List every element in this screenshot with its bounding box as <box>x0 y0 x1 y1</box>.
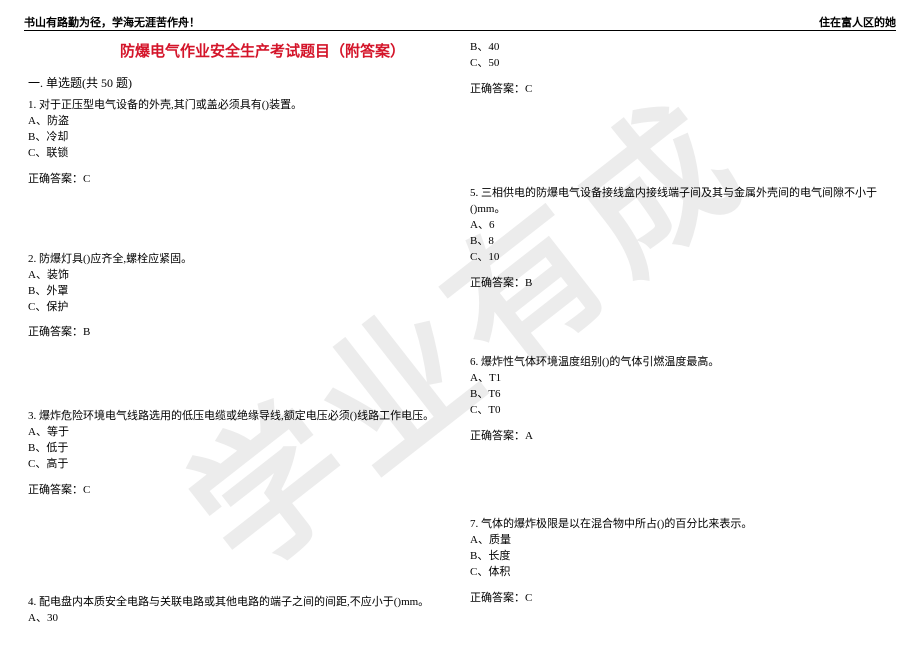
q2-opt-a: A、装饰 <box>28 268 458 284</box>
q7-stem: 7. 气体的爆炸极限是以在混合物中所占()的百分比来表示。 <box>470 517 900 533</box>
q3-answer: 正确答案：C <box>28 483 458 499</box>
q4-answer: 正确答案：C <box>470 82 900 98</box>
q2-answer: 正确答案：B <box>28 325 458 341</box>
q2-opt-c: C、保护 <box>28 300 458 316</box>
q7-opt-b: B、长度 <box>470 549 900 565</box>
question-5: 5. 三相供电的防爆电气设备接线盒内接线端子间及其与金属外壳间的电气间隙不小于(… <box>470 186 900 292</box>
q1-opt-a: A、防盗 <box>28 114 458 130</box>
question-2: 2. 防爆灯具()应齐全,螺栓应紧固。 A、装饰 B、外罩 C、保护 正确答案：… <box>28 252 458 342</box>
q3-stem: 3. 爆炸危险环境电气线路选用的低压电缆或绝缘导线,额定电压必须()线路工作电压… <box>28 409 458 425</box>
question-3: 3. 爆炸危险环境电气线路选用的低压电缆或绝缘导线,额定电压必须()线路工作电压… <box>28 409 458 499</box>
q2-stem: 2. 防爆灯具()应齐全,螺栓应紧固。 <box>28 252 458 268</box>
q5-answer: 正确答案：B <box>470 276 900 292</box>
q1-stem: 1. 对于正压型电气设备的外壳,其门或盖必须具有()装置。 <box>28 98 458 114</box>
question-4-start: 4. 配电盘内本质安全电路与关联电路或其他电路的端子之间的间距,不应小于()mm… <box>28 595 458 627</box>
q6-stem: 6. 爆炸性气体环境温度组别()的气体引燃温度最高。 <box>470 355 900 371</box>
q1-answer: 正确答案：C <box>28 172 458 188</box>
q4-opt-b: B、40 <box>470 40 900 56</box>
q6-opt-c: C、T0 <box>470 403 900 419</box>
q5-opt-b: B、8 <box>470 234 900 250</box>
header-left: 书山有路勤为径，学海无涯苦作舟！ <box>24 14 200 30</box>
q4-opt-c: C、50 <box>470 56 900 72</box>
q1-opt-b: B、冷却 <box>28 130 458 146</box>
question-4-cont: B、40 C、50 正确答案：C <box>470 40 900 98</box>
section-title: 一. 单选题(共 50 题) <box>28 74 132 91</box>
q6-opt-a: A、T1 <box>470 371 900 387</box>
q7-opt-c: C、体积 <box>470 565 900 581</box>
q5-opt-c: C、10 <box>470 250 900 266</box>
header-right: 住在富人区的她 <box>819 14 896 30</box>
question-1: 1. 对于正压型电气设备的外壳,其门或盖必须具有()装置。 A、防盗 B、冷却 … <box>28 98 458 188</box>
q3-opt-b: B、低于 <box>28 441 458 457</box>
q3-opt-c: C、高于 <box>28 457 458 473</box>
q1-opt-c: C、联锁 <box>28 146 458 162</box>
page-title: 防爆电气作业安全生产考试题目（附答案） <box>120 40 405 61</box>
header-rule <box>24 30 896 31</box>
question-7: 7. 气体的爆炸极限是以在混合物中所占()的百分比来表示。 A、质量 B、长度 … <box>470 517 900 607</box>
q3-opt-a: A、等于 <box>28 425 458 441</box>
question-6: 6. 爆炸性气体环境温度组别()的气体引燃温度最高。 A、T1 B、T6 C、T… <box>470 355 900 445</box>
q6-opt-b: B、T6 <box>470 387 900 403</box>
q4-opt-a: A、30 <box>28 611 458 627</box>
q6-answer: 正确答案：A <box>470 429 900 445</box>
q5-opt-a: A、6 <box>470 218 900 234</box>
q2-opt-b: B、外罩 <box>28 284 458 300</box>
q5-stem: 5. 三相供电的防爆电气设备接线盒内接线端子间及其与金属外壳间的电气间隙不小于(… <box>470 186 900 218</box>
q7-opt-a: A、质量 <box>470 533 900 549</box>
q7-answer: 正确答案：C <box>470 591 900 607</box>
q4-stem: 4. 配电盘内本质安全电路与关联电路或其他电路的端子之间的间距,不应小于()mm… <box>28 595 458 611</box>
